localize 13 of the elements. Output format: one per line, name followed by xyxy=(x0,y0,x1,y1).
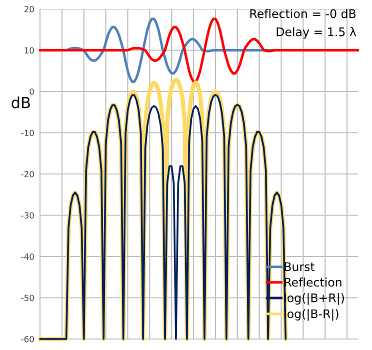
y-tick-label: -40 xyxy=(21,253,34,260)
annotation: Reflection = -0 dB xyxy=(250,9,356,18)
line-series xyxy=(38,18,360,83)
y-tick-label: -30 xyxy=(21,212,34,219)
y-tick-label: -10 xyxy=(21,130,34,136)
y-tick-label: 10 xyxy=(24,47,34,54)
y-tick-label: 0 xyxy=(30,88,34,95)
y-tick-label: 20 xyxy=(24,6,34,12)
y-tick-label: -20 xyxy=(21,170,34,178)
y-tick-label: -50 xyxy=(21,294,34,302)
y-tick-label: -60 xyxy=(21,336,34,342)
y-axis-title: dB xyxy=(12,96,30,108)
annotation: Delay = 1.5 λ xyxy=(276,27,356,39)
